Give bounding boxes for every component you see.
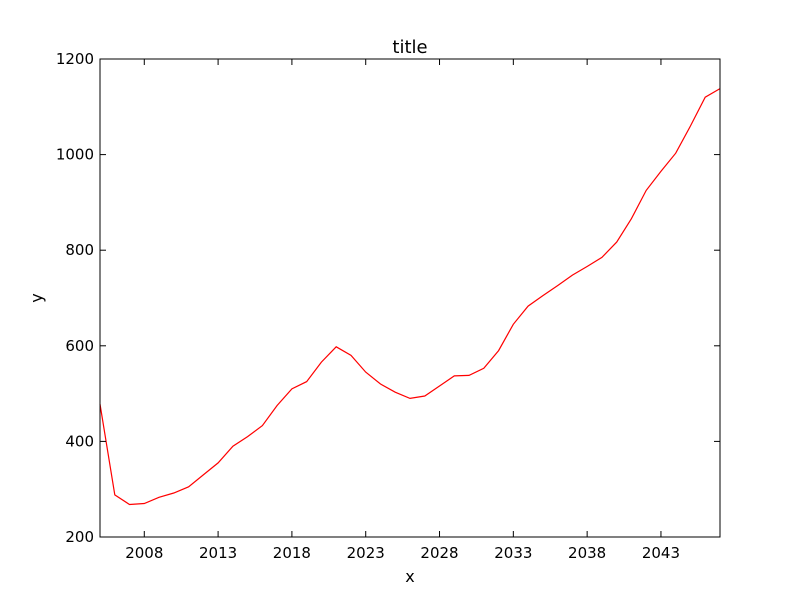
y-tick-label: 200 xyxy=(65,528,94,546)
y-tick-label: 1000 xyxy=(56,146,94,164)
x-axis-label: x xyxy=(405,567,414,586)
x-tick-label: 2033 xyxy=(494,544,532,562)
y-tick-label: 800 xyxy=(65,241,94,259)
y-tick-label: 1200 xyxy=(56,50,94,68)
x-tick-label: 2043 xyxy=(642,544,680,562)
y-tick-label: 600 xyxy=(65,337,94,355)
series-line-0 xyxy=(99,88,721,506)
x-tick-label: 2018 xyxy=(273,544,311,562)
x-tick-label: 2038 xyxy=(568,544,606,562)
x-tick-label: 2028 xyxy=(420,544,458,562)
chart-title: title xyxy=(392,37,427,58)
x-tick-label: 2013 xyxy=(199,544,237,562)
y-tick-label: 400 xyxy=(65,432,94,450)
plot-area-frame xyxy=(99,58,721,538)
y-axis-label: y xyxy=(27,293,46,302)
x-tick-label: 2008 xyxy=(125,544,163,562)
x-tick-label: 2023 xyxy=(347,544,385,562)
